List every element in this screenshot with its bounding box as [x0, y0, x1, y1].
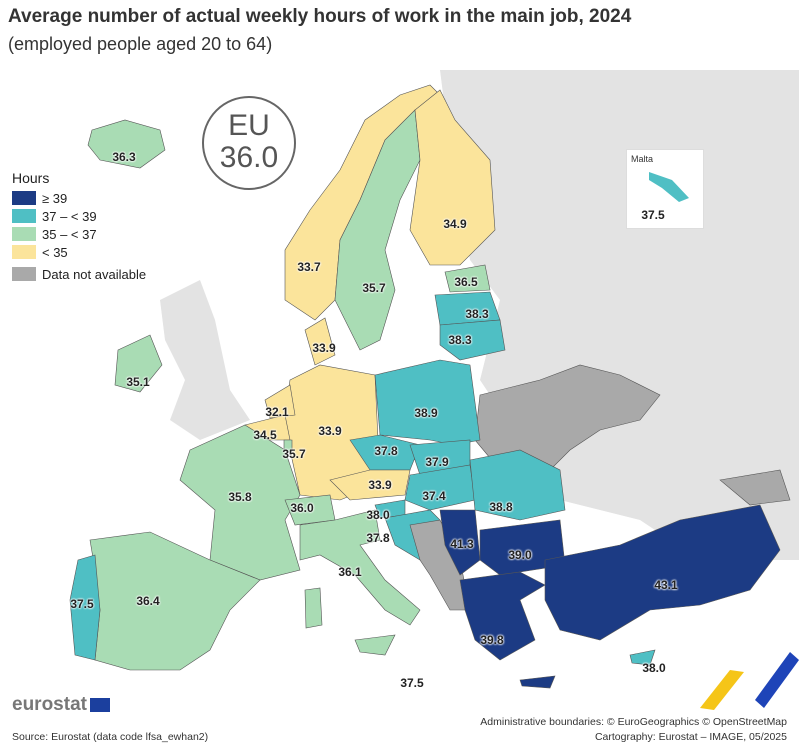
legend-item: ≥ 39 [12, 189, 146, 207]
value-label: 35.1 [126, 375, 150, 389]
region-LU [283, 439, 293, 453]
legend-item: < 35 [12, 243, 146, 261]
region-FI [409, 89, 496, 266]
legend-label: 35 – < 37 [42, 226, 97, 242]
region-uk [160, 280, 250, 440]
legend-swatch [12, 267, 36, 281]
eu-value: 36.0 [219, 141, 279, 174]
inset-value: 37.5 [641, 208, 665, 222]
value-label: 35.7 [362, 281, 386, 295]
value-label: 38.3 [448, 333, 472, 347]
value-label: 38.0 [366, 508, 390, 522]
legend: Hours ≥ 39 37 – < 39 35 – < 37 < 35 Data… [12, 170, 146, 283]
malta-inset: Malta 37.5 [626, 149, 704, 229]
legend-item: Data not available [12, 265, 146, 283]
region-EE [444, 264, 491, 293]
region-IT [299, 509, 421, 626]
legend-swatch [12, 209, 36, 223]
region-RS [439, 509, 481, 576]
value-label: 38.9 [414, 406, 438, 420]
region-DK [304, 317, 336, 366]
map-subtitle: (employed people aged 20 to 64) [8, 34, 273, 54]
value-label: 33.7 [297, 260, 321, 274]
eu-flag-icon [89, 697, 110, 712]
value-label: 34.9 [443, 217, 467, 231]
inset-title: Malta [631, 154, 654, 164]
legend-swatch [12, 245, 36, 259]
legend-label: 37 – < 39 [42, 208, 97, 224]
value-label: 39.8 [480, 633, 504, 647]
value-label: 32.1 [265, 405, 289, 419]
region-HU [404, 464, 476, 511]
region-IE [114, 334, 163, 393]
value-label: 37.4 [422, 489, 446, 503]
value-label: 33.9 [312, 341, 336, 355]
region-nodata-caucasus [719, 469, 791, 506]
value-label: 38.3 [465, 307, 489, 321]
region-EL [459, 571, 546, 661]
legend-swatch [12, 191, 36, 205]
eu-average-badge: EU 36.0 [202, 96, 296, 190]
eurostat-decor-stripes [700, 652, 799, 710]
credit-line: Administrative boundaries: © EuroGeograp… [480, 716, 787, 728]
value-label: 41.3 [450, 537, 474, 551]
value-label: 36.4 [136, 594, 160, 608]
legend-label: ≥ 39 [42, 190, 68, 206]
eurostat-logo: eurostat [12, 694, 110, 716]
logo-text: eurostat [12, 694, 87, 715]
eu-label: EU [228, 109, 270, 142]
region-IT-sardinia [304, 587, 323, 629]
region-SE [334, 109, 421, 351]
region-FR [179, 424, 301, 581]
value-label: 36.3 [112, 150, 136, 164]
value-label: 33.9 [368, 478, 392, 492]
value-label: 37.5 [70, 597, 94, 611]
value-label: 33.9 [318, 424, 342, 438]
legend-item: 37 – < 39 [12, 207, 146, 225]
value-label: 39.0 [508, 548, 532, 562]
value-label: 43.1 [654, 578, 678, 592]
legend-swatch [12, 227, 36, 241]
value-label: 37.5 [400, 676, 424, 690]
value-label: 37.8 [374, 444, 398, 458]
region-NL [264, 384, 296, 419]
region-PL [374, 359, 481, 446]
legend-item: 35 – < 37 [12, 225, 146, 243]
value-label: 35.7 [282, 447, 306, 461]
value-label: 36.1 [338, 565, 362, 579]
value-label: 38.0 [642, 661, 666, 675]
source-note: Source: Eurostat (data code lfsa_ewhan2) [12, 731, 209, 743]
region-HR [384, 509, 441, 561]
credits: Administrative boundaries: © EuroGeograp… [480, 715, 787, 745]
region-EL-crete [519, 675, 556, 689]
region-LT [439, 319, 506, 361]
region-IS [87, 119, 166, 169]
legend-label: < 35 [42, 244, 68, 260]
map-title: Average number of actual weekly hours of… [8, 6, 632, 27]
value-label: 36.5 [454, 275, 478, 289]
region-CY [629, 649, 656, 666]
region-PT [69, 554, 101, 661]
malta-shape [649, 172, 689, 202]
value-label: 36.0 [290, 501, 314, 515]
legend-label: Data not available [42, 266, 147, 282]
value-label: 37.9 [425, 455, 449, 469]
value-label: 34.5 [253, 428, 277, 442]
region-AT [329, 469, 411, 501]
value-label: 35.8 [228, 490, 252, 504]
legend-title: Hours [12, 170, 50, 186]
region-TR [544, 504, 781, 641]
value-label: 37.8 [366, 531, 390, 545]
value-label: 38.8 [489, 500, 513, 514]
region-IT-sicily [354, 634, 396, 656]
region-BG [479, 519, 566, 576]
credit-line: Cartography: Eurostat – IMAGE, 05/2025 [594, 731, 787, 743]
